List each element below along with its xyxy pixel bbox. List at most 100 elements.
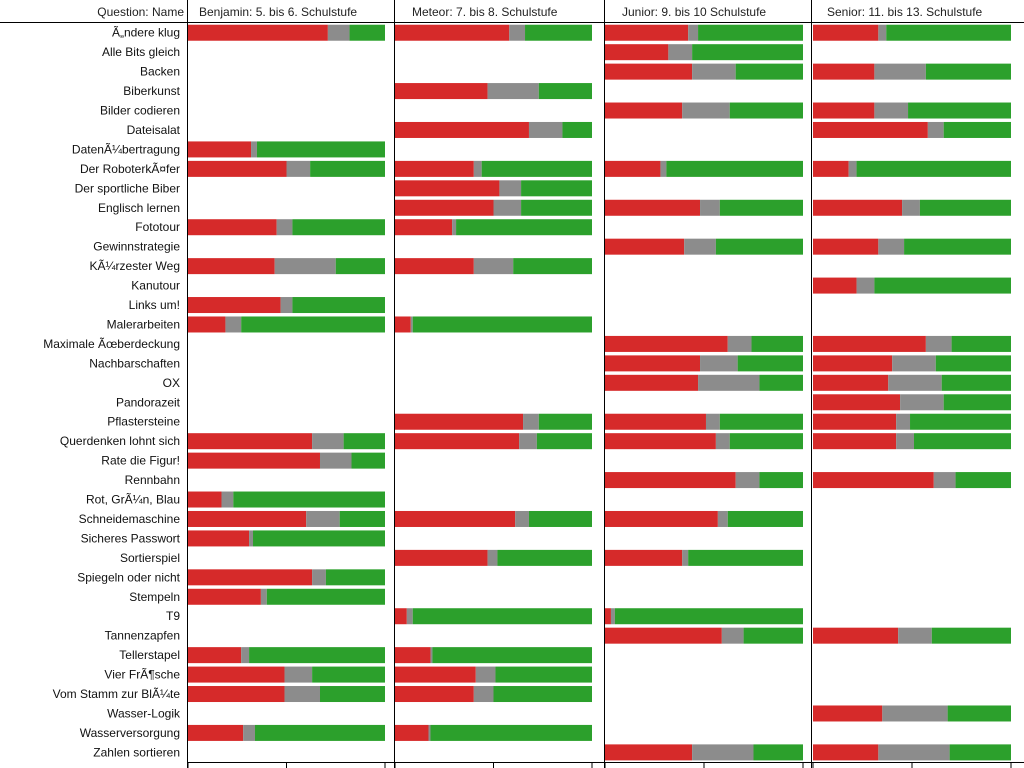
correct-segment (737, 355, 803, 372)
row-label: Der RoboterkÃ¤fer (80, 162, 180, 176)
no-answer-segment (882, 705, 948, 722)
correct-segment (947, 705, 1011, 722)
wrong-segment (395, 608, 407, 625)
correct-segment (528, 510, 592, 527)
no-answer-segment (428, 724, 431, 741)
row-label: Nachbarschaften (89, 356, 180, 370)
no-answer-segment (243, 724, 255, 741)
no-answer-segment (284, 666, 313, 683)
no-answer-segment (896, 433, 914, 450)
wrong-segment (188, 530, 250, 547)
wrong-segment (188, 219, 277, 236)
no-answer-segment (717, 510, 728, 527)
wrong-segment (395, 647, 431, 664)
correct-segment (908, 102, 1011, 119)
correct-segment (856, 160, 1011, 177)
correct-segment (719, 199, 803, 216)
no-answer-segment (280, 297, 293, 314)
correct-segment (904, 238, 1011, 255)
no-answer-segment (682, 549, 689, 566)
no-answer-segment (688, 24, 699, 41)
no-answer-segment (927, 121, 944, 138)
no-answer-segment (519, 433, 537, 450)
correct-segment (432, 647, 592, 664)
correct-segment (910, 413, 1011, 430)
wrong-segment (605, 433, 716, 450)
correct-segment (759, 472, 803, 489)
correct-segment (925, 63, 1011, 80)
wrong-segment (188, 24, 328, 41)
no-answer-segment (487, 83, 539, 100)
correct-segment (349, 24, 385, 41)
wrong-segment (813, 744, 879, 761)
correct-segment (955, 472, 1011, 489)
correct-segment (249, 647, 385, 664)
wrong-segment (188, 647, 242, 664)
correct-segment (412, 316, 592, 333)
wrong-segment (395, 549, 488, 566)
correct-segment (521, 180, 592, 197)
panel-header-junior: Junior: 9. bis 10 Schulstufe (622, 5, 766, 19)
correct-segment (241, 316, 385, 333)
correct-segment (715, 238, 803, 255)
wrong-segment (605, 199, 701, 216)
correct-segment (339, 510, 385, 527)
row-label: Wasser-Logik (107, 707, 181, 721)
wrong-segment (395, 666, 476, 683)
no-answer-segment (410, 316, 413, 333)
wrong-segment (188, 686, 285, 703)
no-answer-segment (312, 433, 344, 450)
correct-segment (562, 121, 592, 138)
wrong-segment (605, 608, 611, 625)
no-answer-segment (430, 647, 433, 664)
correct-segment (292, 219, 385, 236)
wrong-segment (605, 472, 736, 489)
correct-segment (312, 666, 385, 683)
wrong-segment (395, 413, 524, 430)
correct-segment (943, 121, 1011, 138)
no-answer-segment (856, 277, 875, 294)
no-answer-segment (493, 199, 522, 216)
no-answer-segment (692, 744, 754, 761)
wrong-segment (813, 374, 889, 391)
wrong-segment (813, 63, 875, 80)
no-answer-segment (319, 452, 352, 469)
correct-segment (430, 724, 592, 741)
correct-segment (692, 44, 803, 61)
correct-segment (729, 102, 803, 119)
wrong-segment (813, 277, 857, 294)
wrong-segment (605, 355, 701, 372)
wrong-segment (605, 335, 728, 352)
no-answer-segment (260, 588, 267, 605)
correct-segment (538, 413, 592, 430)
row-label: Biberkunst (123, 84, 180, 98)
correct-segment (666, 160, 803, 177)
correct-segment (753, 744, 803, 761)
wrong-segment (188, 141, 252, 158)
wrong-segment (813, 413, 897, 430)
row-label: Zahlen sortieren (93, 745, 180, 759)
no-answer-segment (668, 44, 693, 61)
row-label: Backen (140, 65, 180, 79)
wrong-segment (188, 588, 261, 605)
wrong-segment (605, 374, 699, 391)
correct-segment (412, 608, 592, 625)
wrong-segment (395, 160, 474, 177)
wrong-segment (188, 510, 307, 527)
row-label: Schneidemaschine (79, 512, 181, 526)
no-answer-segment (900, 394, 944, 411)
no-answer-segment (509, 24, 526, 41)
row-label: Tannenzapfen (105, 629, 180, 643)
correct-segment (743, 627, 803, 644)
wrong-segment (188, 297, 281, 314)
correct-segment (727, 510, 803, 527)
wrong-segment (188, 433, 313, 450)
correct-segment (941, 374, 1011, 391)
no-answer-segment (274, 258, 336, 275)
wrong-segment (813, 335, 926, 352)
wrong-segment (188, 452, 320, 469)
panel-header-benjamin: Benjamin: 5. bis 6. Schulstufe (199, 5, 357, 19)
correct-segment (874, 277, 1011, 294)
no-answer-segment (682, 102, 730, 119)
no-answer-segment (225, 316, 242, 333)
